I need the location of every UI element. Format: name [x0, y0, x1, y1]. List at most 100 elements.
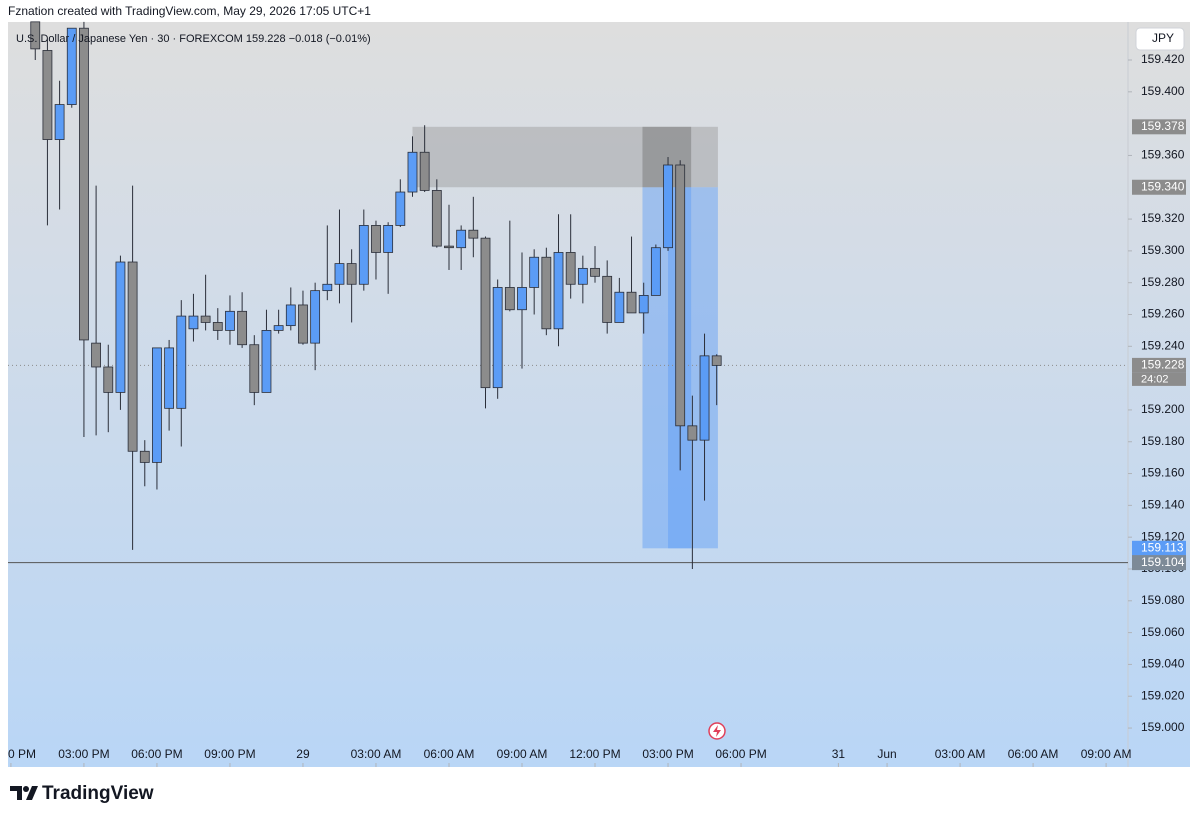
y-tick-label: 159.300: [1141, 243, 1185, 257]
y-tick-label: 159.160: [1141, 466, 1185, 480]
y-tick-label: 159.060: [1141, 625, 1185, 639]
y-tick-label: 159.240: [1141, 338, 1185, 352]
price-label-box: [1132, 540, 1186, 556]
candle-body: [273, 325, 284, 331]
currency-button[interactable]: [1135, 27, 1185, 51]
candle-body: [103, 366, 114, 393]
currency[interactable]: JPY: [1152, 31, 1174, 45]
candle-body: [285, 304, 296, 327]
y-tick-label: 159.320: [1141, 211, 1185, 225]
x-tick-label: 31: [832, 747, 846, 761]
candle-body: [687, 425, 698, 441]
price-label: 159.104: [1141, 555, 1185, 569]
price-label: 159.378: [1141, 119, 1185, 133]
y-tick-label: 159.360: [1141, 148, 1185, 162]
x-tick-label: 06:00 AM: [424, 747, 475, 761]
y-tick-label: 159.200: [1141, 402, 1185, 416]
y-tick-label: 159.400: [1141, 84, 1185, 98]
x-tick-label: 03:00 PM: [58, 747, 109, 761]
candle-body: [310, 290, 321, 344]
candle-body: [66, 27, 77, 105]
y-tick-label: 159.040: [1141, 657, 1185, 671]
candle-body: [419, 151, 430, 191]
credit: Fznation created with TradingView.com, M…: [8, 4, 371, 18]
logo-mark: [10, 786, 38, 800]
x-tick-label: 29: [296, 747, 310, 761]
candle-body: [711, 355, 722, 366]
candle-body: [261, 330, 272, 393]
candle-body: [663, 164, 673, 249]
logo-dot: [23, 786, 29, 792]
x-tick-label: 09:00 AM: [1081, 747, 1132, 761]
x-tick-label: 06:00 PM: [715, 747, 766, 761]
candle-body: [334, 263, 345, 285]
candle-body: [480, 237, 491, 389]
candle-body: [54, 104, 65, 140]
x-tick-label: Jun: [877, 747, 896, 761]
candle-body: [176, 315, 187, 409]
candle-body: [407, 151, 418, 193]
candle-body: [42, 50, 53, 140]
logo: TradingView: [42, 783, 154, 804]
alert-icon-bolt: [713, 725, 721, 737]
price-label-box: [1132, 179, 1186, 195]
y-tick-label: 159.000: [1141, 720, 1185, 734]
candle-body: [358, 225, 369, 285]
x-tick-label: 06:00 AM: [1008, 747, 1059, 761]
candle-body: [395, 191, 406, 226]
y-tick-label: 159.140: [1141, 498, 1185, 512]
plot-background: [8, 22, 1190, 767]
candle-body: [127, 261, 138, 452]
y-tick-label: 159.260: [1141, 307, 1185, 321]
candle-body: [529, 256, 540, 288]
candle-body: [468, 229, 479, 239]
candle-body: [212, 322, 223, 331]
candle-body: [614, 291, 625, 323]
price-label-box: [1132, 357, 1186, 373]
candle-body: [565, 252, 576, 285]
candle-body: [492, 287, 503, 389]
candle-body: [249, 344, 260, 393]
y-tick-label: 159.020: [1141, 688, 1185, 702]
x-tick-label: 06:00 PM: [131, 747, 182, 761]
candle-body: [504, 287, 515, 311]
x-tick-label: 12:00 PM: [569, 747, 620, 761]
candle-body: [383, 225, 394, 253]
candle-body: [346, 263, 357, 285]
candle-body: [590, 267, 600, 277]
y-tick-label: 159.120: [1141, 529, 1185, 543]
candle-body: [650, 247, 661, 296]
candle-body: [91, 342, 102, 368]
x-tick-label: 09:00 PM: [204, 747, 255, 761]
price-label: 159.228: [1141, 358, 1185, 372]
candle-body: [638, 295, 649, 314]
candle-body: [322, 283, 333, 292]
candle-body: [431, 190, 442, 247]
x-tick-label: 09:00 AM: [497, 747, 548, 761]
candle-body: [456, 229, 467, 249]
candle-body: [541, 256, 552, 330]
candle-body: [577, 267, 588, 285]
countdown: 24:02: [1141, 373, 1169, 385]
candle-body: [79, 27, 89, 341]
candle-body: [164, 347, 175, 409]
price-label: 159.340: [1141, 179, 1185, 193]
price-label-box: [1132, 119, 1186, 135]
candle-body: [602, 275, 613, 323]
candle-body: [200, 315, 211, 323]
legend: U.S. Dollar / Japanese Yen · 30 · FOREXC…: [16, 33, 371, 45]
candle-body: [553, 252, 564, 330]
candle-body: [371, 225, 381, 253]
y-tick-label: 159.080: [1141, 593, 1185, 607]
y-tick-label: 159.280: [1141, 275, 1185, 289]
x-tick-label: 03:00 AM: [935, 747, 986, 761]
candle-body: [115, 261, 126, 393]
x-tick-label: 03:00 PM: [642, 747, 693, 761]
candle-body: [626, 291, 637, 314]
candle-body: [225, 310, 235, 331]
candle-body: [152, 347, 162, 463]
candle-body: [188, 315, 199, 330]
y-tick-label: 159.420: [1141, 52, 1185, 66]
